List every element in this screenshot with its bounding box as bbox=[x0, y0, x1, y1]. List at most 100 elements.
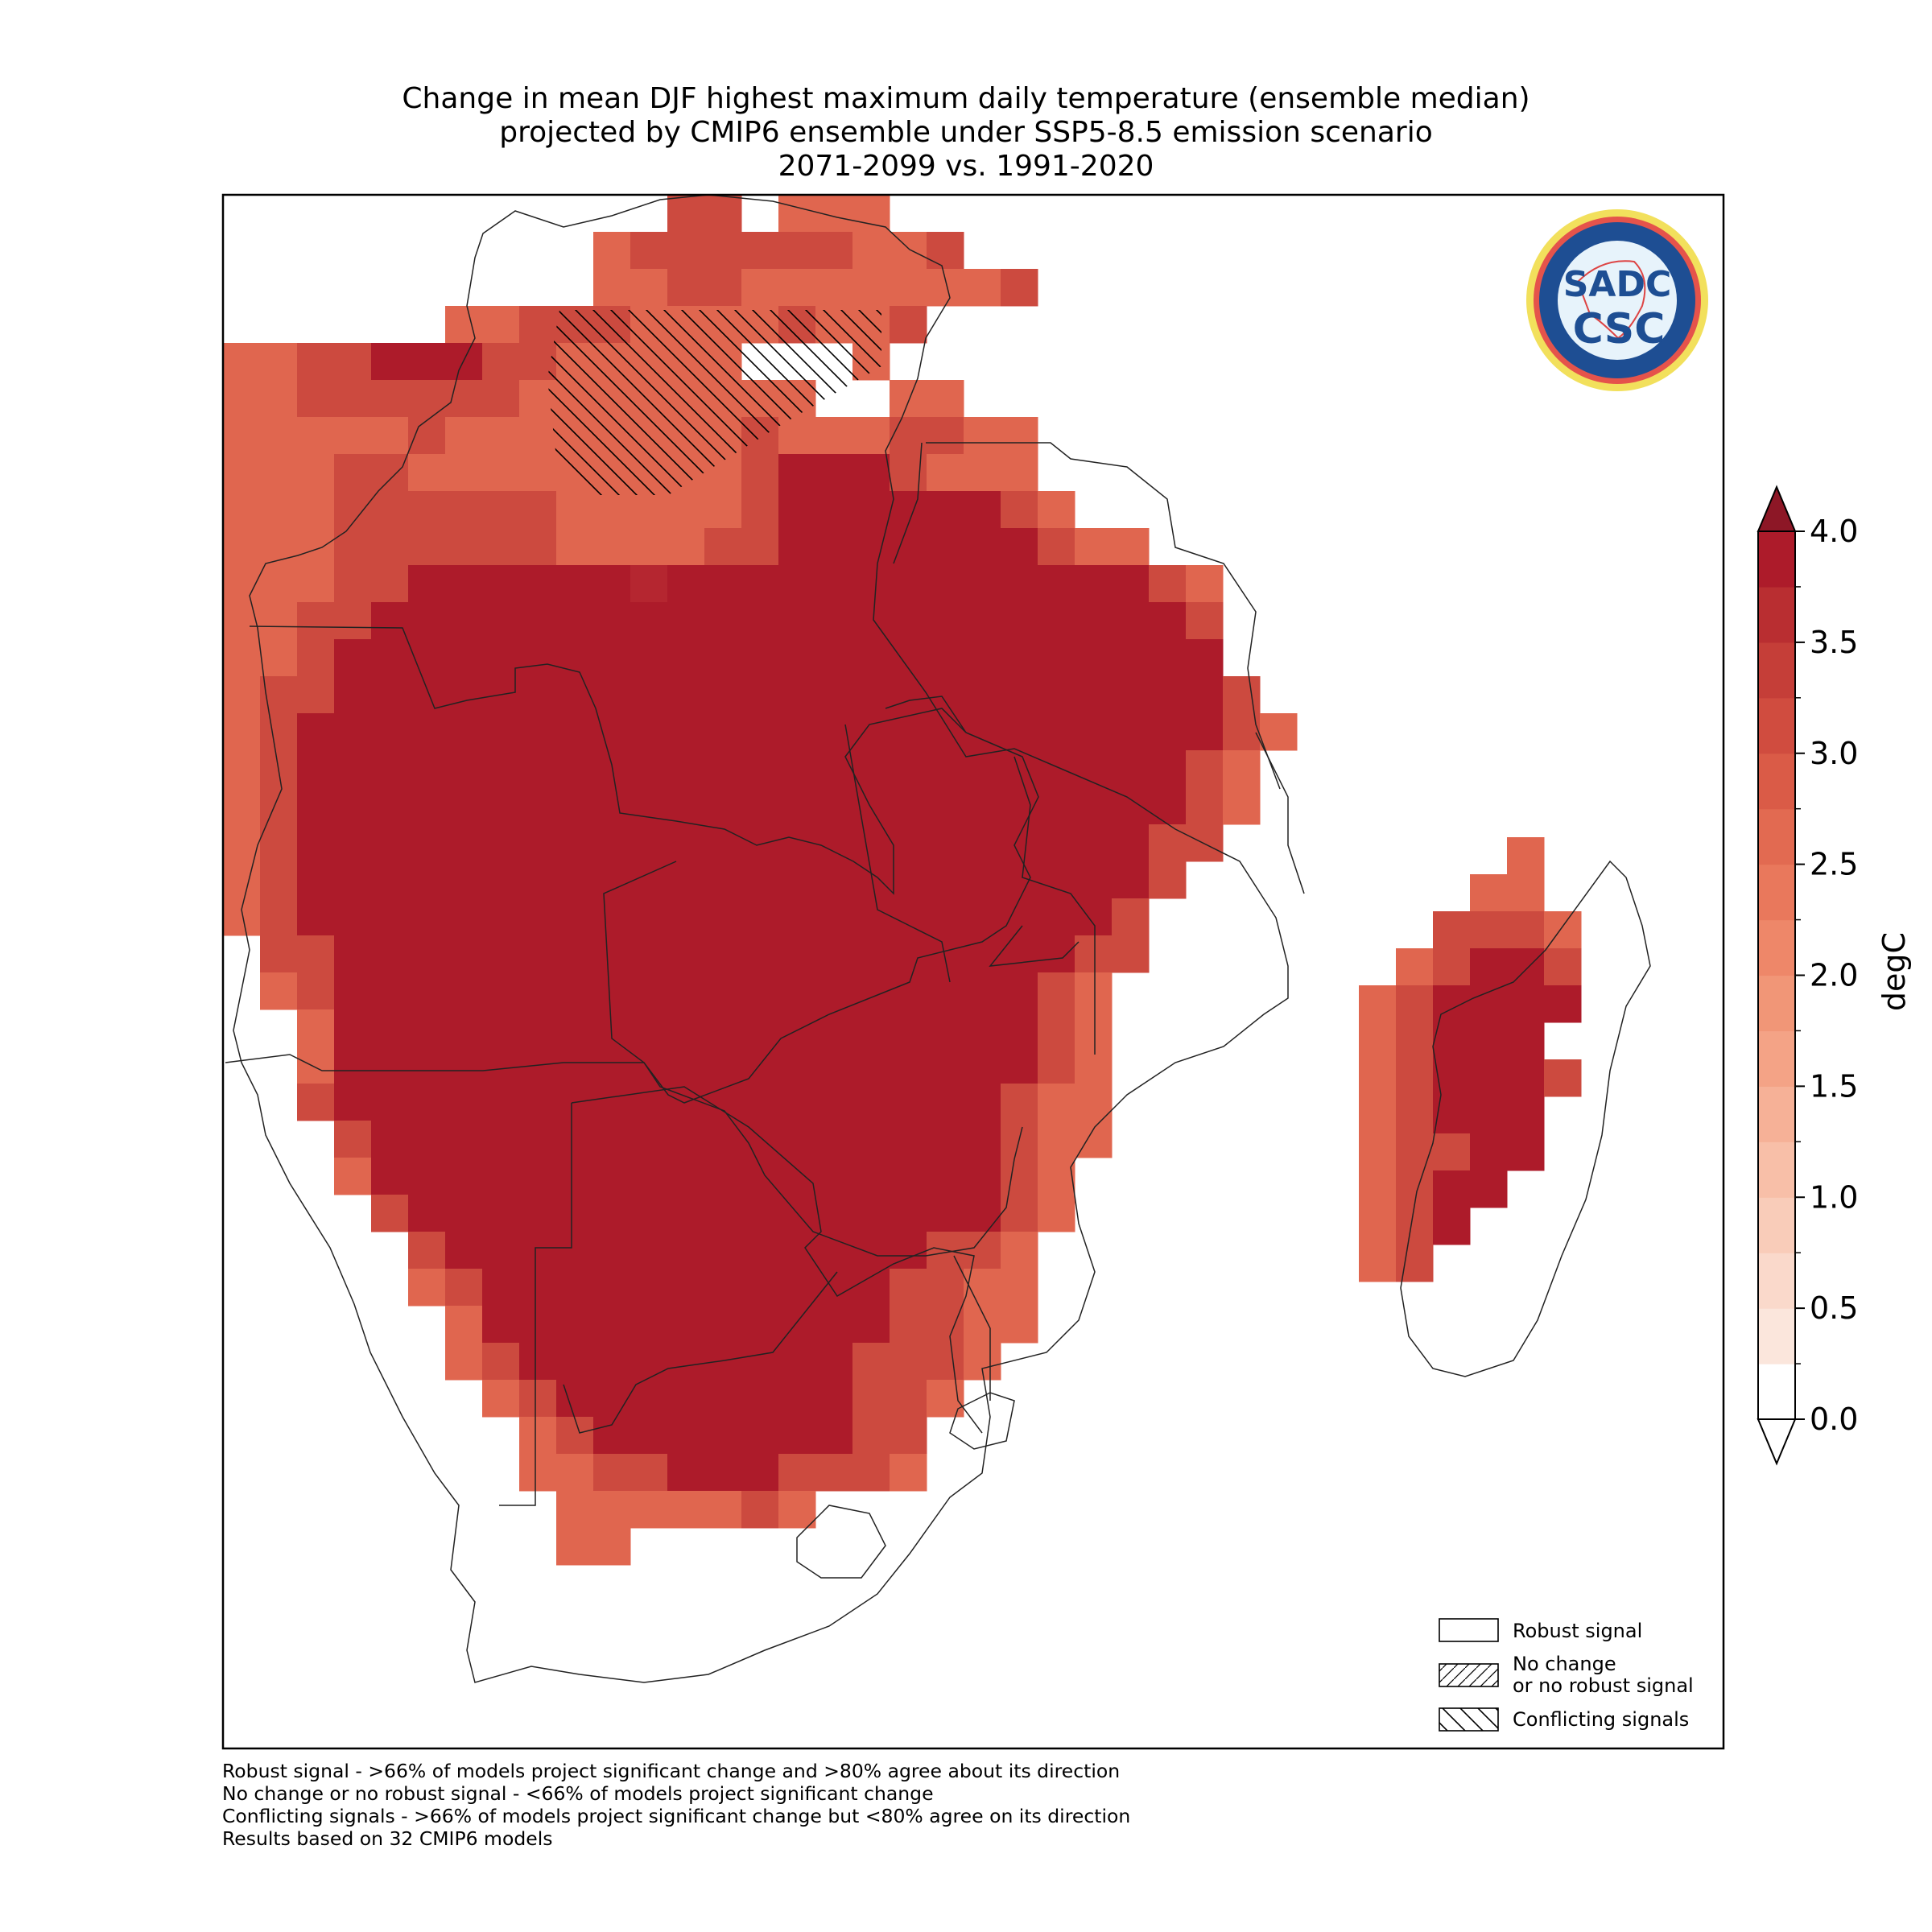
logo-sadc-text: SADC bbox=[1563, 264, 1672, 305]
grid-cell bbox=[778, 1417, 816, 1455]
grid-cell bbox=[297, 565, 335, 603]
grid-cell bbox=[1507, 911, 1545, 949]
grid-cell bbox=[927, 380, 964, 418]
colorbar-tick-label: 1.0 bbox=[1810, 1179, 1858, 1215]
grid-cell bbox=[260, 417, 298, 455]
grid-cell bbox=[667, 232, 705, 270]
grid-cell bbox=[630, 750, 668, 788]
grid-cell bbox=[964, 269, 1001, 307]
grid-cell bbox=[964, 1343, 1001, 1381]
grid-cell bbox=[741, 491, 779, 529]
grid-cell bbox=[1075, 824, 1113, 862]
grid-cell bbox=[778, 269, 816, 307]
grid-cell bbox=[519, 602, 557, 640]
grid-cell bbox=[1186, 750, 1224, 788]
grid-cell bbox=[593, 1121, 631, 1158]
grid-cell bbox=[704, 898, 742, 936]
grid-cell bbox=[630, 972, 668, 1010]
grid-cell bbox=[1223, 787, 1261, 825]
grid-cell bbox=[1186, 713, 1224, 751]
colorbar-tick-label: 0.5 bbox=[1810, 1290, 1858, 1326]
grid-cell bbox=[704, 750, 742, 788]
grid-cell bbox=[890, 787, 927, 825]
grid-cell bbox=[667, 1232, 705, 1269]
grid-cell bbox=[630, 1232, 668, 1269]
grid-cell bbox=[593, 824, 631, 862]
temperature-grid bbox=[223, 195, 1298, 1566]
colorbar-segment bbox=[1758, 919, 1795, 976]
grid-cell bbox=[223, 380, 261, 418]
grid-cell bbox=[482, 602, 520, 640]
grid-cell bbox=[1001, 454, 1038, 492]
grid-cell bbox=[1001, 1195, 1038, 1232]
grid-cell bbox=[297, 898, 335, 936]
grid-cell bbox=[408, 380, 446, 418]
grid-cell bbox=[1433, 1208, 1471, 1245]
grid-cell bbox=[482, 528, 520, 566]
grid-cell bbox=[890, 1269, 927, 1307]
grid-cell bbox=[667, 676, 705, 714]
grid-cell bbox=[445, 676, 483, 714]
grid-cell bbox=[890, 602, 927, 640]
grid-cell bbox=[593, 787, 631, 825]
grid-cell bbox=[593, 1084, 631, 1121]
grid-cell bbox=[297, 639, 335, 677]
grid-cell bbox=[630, 1046, 668, 1084]
grid-cell bbox=[1001, 1232, 1038, 1269]
grid-cell bbox=[741, 824, 779, 862]
grid-cell bbox=[482, 639, 520, 677]
grid-cell bbox=[556, 1528, 594, 1566]
grid-cell bbox=[890, 1343, 927, 1381]
grid-cell bbox=[704, 1454, 742, 1492]
grid-cell bbox=[408, 1009, 446, 1047]
legend-label-robust: Robust signal bbox=[1513, 1620, 1642, 1642]
grid-cell bbox=[1038, 787, 1075, 825]
grid-cell bbox=[297, 491, 335, 529]
grid-cell bbox=[1112, 898, 1150, 936]
grid-cell bbox=[1396, 1208, 1434, 1245]
grid-cell bbox=[519, 1306, 557, 1344]
grid-cell bbox=[741, 713, 779, 751]
grid-cell bbox=[741, 972, 779, 1010]
grid-cell bbox=[556, 898, 594, 936]
grid-cell bbox=[334, 1046, 372, 1084]
colorbar-segment bbox=[1758, 586, 1795, 643]
grid-cell bbox=[556, 1454, 594, 1492]
grid-cell bbox=[815, 417, 853, 455]
grid-cell bbox=[482, 565, 520, 603]
grid-cell bbox=[556, 565, 594, 603]
grid-cell bbox=[890, 1417, 927, 1455]
grid-cell bbox=[1001, 676, 1038, 714]
grid-cell bbox=[371, 861, 409, 899]
legend-swatch-conflicting bbox=[1439, 1707, 1499, 1732]
grid-cell bbox=[482, 861, 520, 899]
grid-cell bbox=[519, 491, 557, 529]
grid-cell bbox=[852, 861, 890, 899]
grid-cell bbox=[1075, 1084, 1113, 1121]
grid-cell bbox=[1433, 985, 1471, 1023]
grid-cell bbox=[1038, 750, 1075, 788]
grid-cell bbox=[1001, 713, 1038, 751]
grid-cell bbox=[482, 417, 520, 455]
grid-cell bbox=[667, 787, 705, 825]
grid-cell bbox=[667, 1454, 705, 1492]
grid-cell bbox=[1075, 861, 1113, 899]
grid-cell bbox=[408, 454, 446, 492]
grid-cell bbox=[1075, 787, 1113, 825]
grid-cell bbox=[778, 454, 816, 492]
grid-cell bbox=[815, 1269, 853, 1307]
grid-cell bbox=[1507, 1133, 1545, 1171]
colorbar-segment bbox=[1758, 808, 1795, 865]
grid-cell bbox=[630, 1158, 668, 1195]
grid-cell bbox=[593, 1343, 631, 1381]
grid-cell bbox=[408, 1084, 446, 1121]
grid-cell bbox=[1223, 750, 1261, 788]
grid-cell bbox=[778, 1046, 816, 1084]
grid-cell bbox=[667, 491, 705, 529]
grid-cell bbox=[1112, 528, 1150, 566]
grid-cell bbox=[297, 824, 335, 862]
grid-cell bbox=[1038, 528, 1075, 566]
grid-cell bbox=[334, 972, 372, 1010]
colorbar-tick-label: 3.5 bbox=[1810, 625, 1858, 660]
grid-cell bbox=[556, 713, 594, 751]
